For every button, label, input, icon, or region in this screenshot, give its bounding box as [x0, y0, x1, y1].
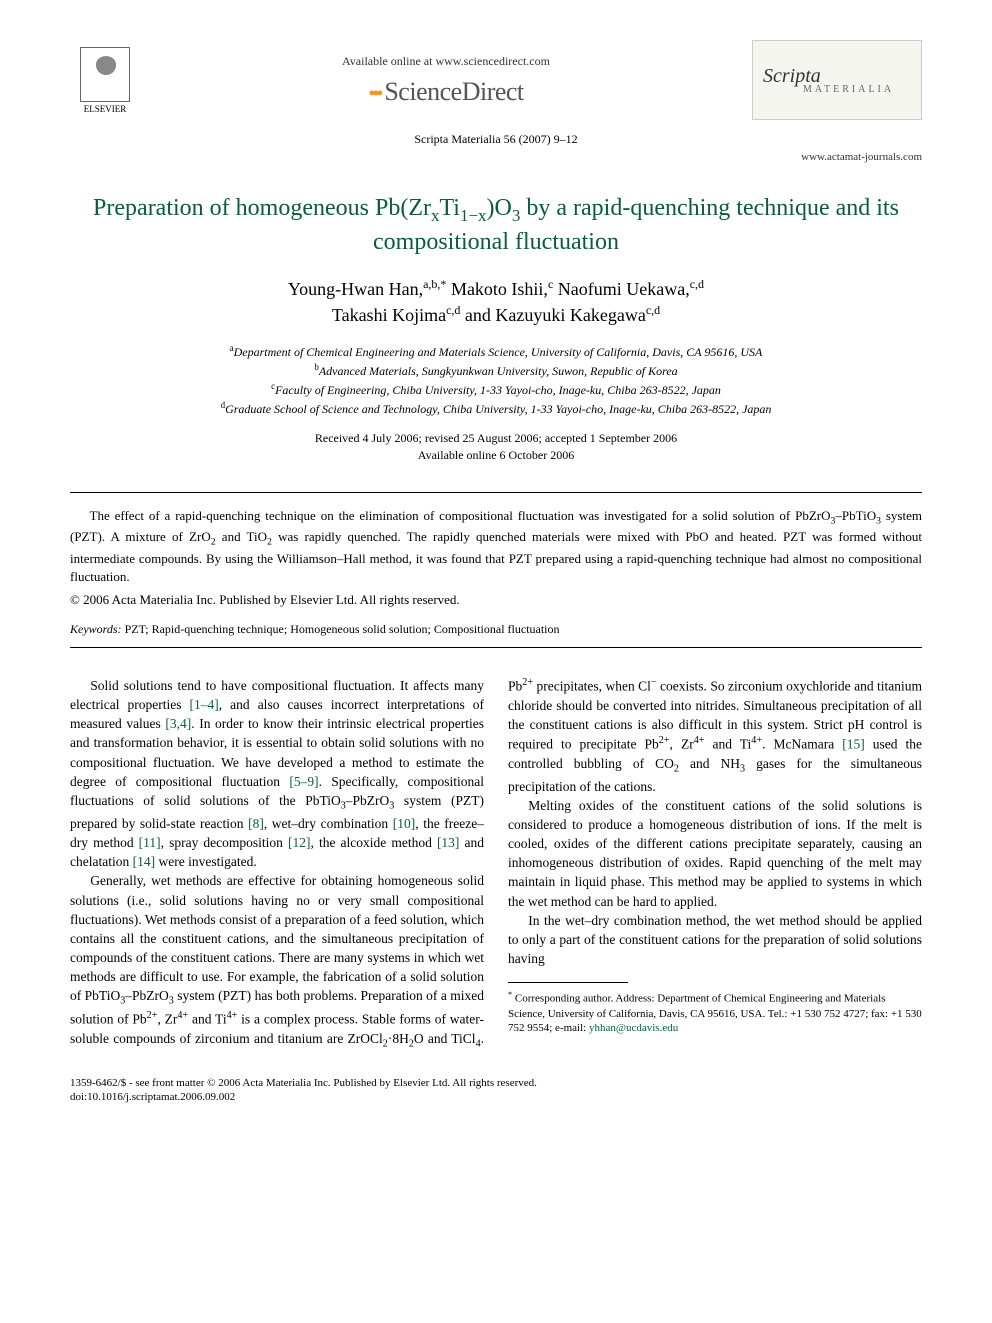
journal-logo-box: Scripta MATERIALIA: [752, 40, 922, 120]
affiliation-line: aDepartment of Chemical Engineering and …: [70, 342, 922, 361]
sd-dots-icon: •••: [368, 83, 380, 105]
dates-block: Received 4 July 2006; revised 25 August …: [70, 430, 922, 464]
sciencedirect-text: ScienceDirect: [384, 77, 523, 106]
elsevier-label: ELSEVIER: [84, 104, 127, 114]
sciencedirect-logo: ••• ScienceDirect: [140, 77, 752, 107]
article-title: Preparation of homogeneous Pb(ZrxTi1−x)O…: [70, 193, 922, 258]
affiliation-line: bAdvanced Materials, Sungkyunkwan Univer…: [70, 361, 922, 380]
journal-url: www.actamat-journals.com: [70, 151, 922, 163]
dates-available: Available online 6 October 2006: [418, 448, 574, 462]
footer-doi: doi:10.1016/j.scriptamat.2006.09.002: [70, 1091, 235, 1103]
separator-top: [70, 492, 922, 493]
dates-received: Received 4 July 2006; revised 25 August …: [315, 431, 677, 445]
affiliation-line: dGraduate School of Science and Technolo…: [70, 399, 922, 418]
abstract-copyright: © 2006 Acta Materialia Inc. Published by…: [70, 592, 922, 608]
footer-block: 1359-6462/$ - see front matter © 2006 Ac…: [70, 1076, 922, 1105]
footer-copyright: 1359-6462/$ - see front matter © 2006 Ac…: [70, 1077, 537, 1089]
abstract-text: The effect of a rapid-quenching techniqu…: [70, 507, 922, 586]
header-row: ELSEVIER Available online at www.science…: [70, 40, 922, 120]
affiliations-block: aDepartment of Chemical Engineering and …: [70, 342, 922, 418]
keywords-text: PZT; Rapid-quenching technique; Homogene…: [125, 622, 560, 636]
journal-citation: Scripta Materialia 56 (2007) 9–12: [70, 132, 922, 147]
keywords-block: Keywords: PZT; Rapid-quenching technique…: [70, 622, 922, 637]
sciencedirect-block: Available online at www.sciencedirect.co…: [140, 54, 752, 107]
footnote-separator: [508, 982, 628, 983]
elsevier-tree-icon: [80, 47, 130, 102]
affiliation-line: cFaculty of Engineering, Chiba Universit…: [70, 380, 922, 399]
corresponding-author-footnote: * Corresponding author. Address: Departm…: [508, 989, 922, 1036]
available-online-text: Available online at www.sciencedirect.co…: [140, 54, 752, 69]
body-p4: In the wet–dry combination method, the w…: [508, 911, 922, 968]
authors-block: Young-Hwan Han,a,b,* Makoto Ishii,c Naof…: [70, 276, 922, 328]
body-p3: Melting oxides of the constituent cation…: [508, 796, 922, 911]
journal-logo-caps: MATERIALIA: [803, 84, 911, 95]
separator-bottom: [70, 647, 922, 648]
abstract-block: The effect of a rapid-quenching techniqu…: [70, 507, 922, 586]
keywords-label: Keywords:: [70, 622, 122, 636]
body-text: Solid solutions tend to have composition…: [70, 676, 922, 1052]
body-p1: Solid solutions tend to have composition…: [70, 676, 484, 871]
elsevier-logo: ELSEVIER: [70, 40, 140, 120]
